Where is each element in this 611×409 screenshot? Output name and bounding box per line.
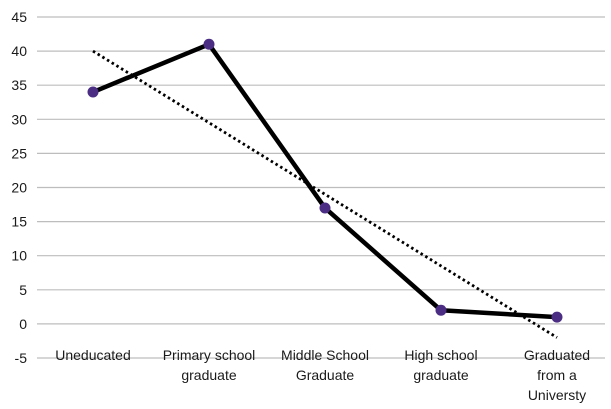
y-tick-label: 5	[19, 282, 27, 298]
y-tick-label: 15	[11, 214, 27, 230]
y-tick-label: 20	[11, 180, 27, 196]
x-category-label-line: Uneducated	[55, 347, 131, 363]
x-category-label-line: Middle School	[281, 347, 369, 363]
trendline-layer	[92, 49, 558, 339]
x-category-label-line: from a	[537, 367, 577, 383]
x-category-label: High school graduate	[404, 347, 477, 383]
y-tick-label: 0	[19, 316, 27, 332]
x-category-label-line: Universty	[528, 387, 586, 403]
x-category-label: Graduated from a Universty	[524, 347, 590, 403]
markers-layer	[87, 38, 563, 323]
y-tick-label: -5	[15, 350, 28, 366]
data-point	[87, 86, 99, 98]
x-category-label: Uneducated	[55, 347, 131, 363]
y-tick-label: 10	[11, 248, 27, 264]
x-category-label-line: graduate	[181, 367, 236, 383]
y-tick-label: 30	[11, 111, 27, 127]
y-tick-label: 25	[11, 145, 27, 161]
x-category-label-line: Graduated	[524, 347, 590, 363]
gridlines	[37, 16, 605, 359]
y-tick-label: 40	[11, 43, 27, 59]
data-point	[203, 38, 215, 50]
y-tick-label: 45	[11, 9, 27, 25]
trendline	[92, 49, 558, 339]
data-point	[319, 202, 331, 214]
x-category-label-line: Primary school	[163, 347, 256, 363]
x-axis-category-labels: Uneducated Primary school graduate Middle S…	[55, 347, 590, 403]
data-point	[435, 304, 447, 316]
y-axis-tick-labels: -5 0 5 10 15 20 25 30 35 40 45	[11, 9, 27, 366]
x-category-label: Middle School Graduate	[281, 347, 369, 383]
x-category-label-line: Graduate	[296, 367, 355, 383]
x-category-label: Primary school graduate	[163, 347, 256, 383]
x-category-label-line: High school	[404, 347, 477, 363]
x-category-label-line: graduate	[413, 367, 468, 383]
data-point	[551, 311, 563, 323]
y-tick-label: 35	[11, 77, 27, 93]
